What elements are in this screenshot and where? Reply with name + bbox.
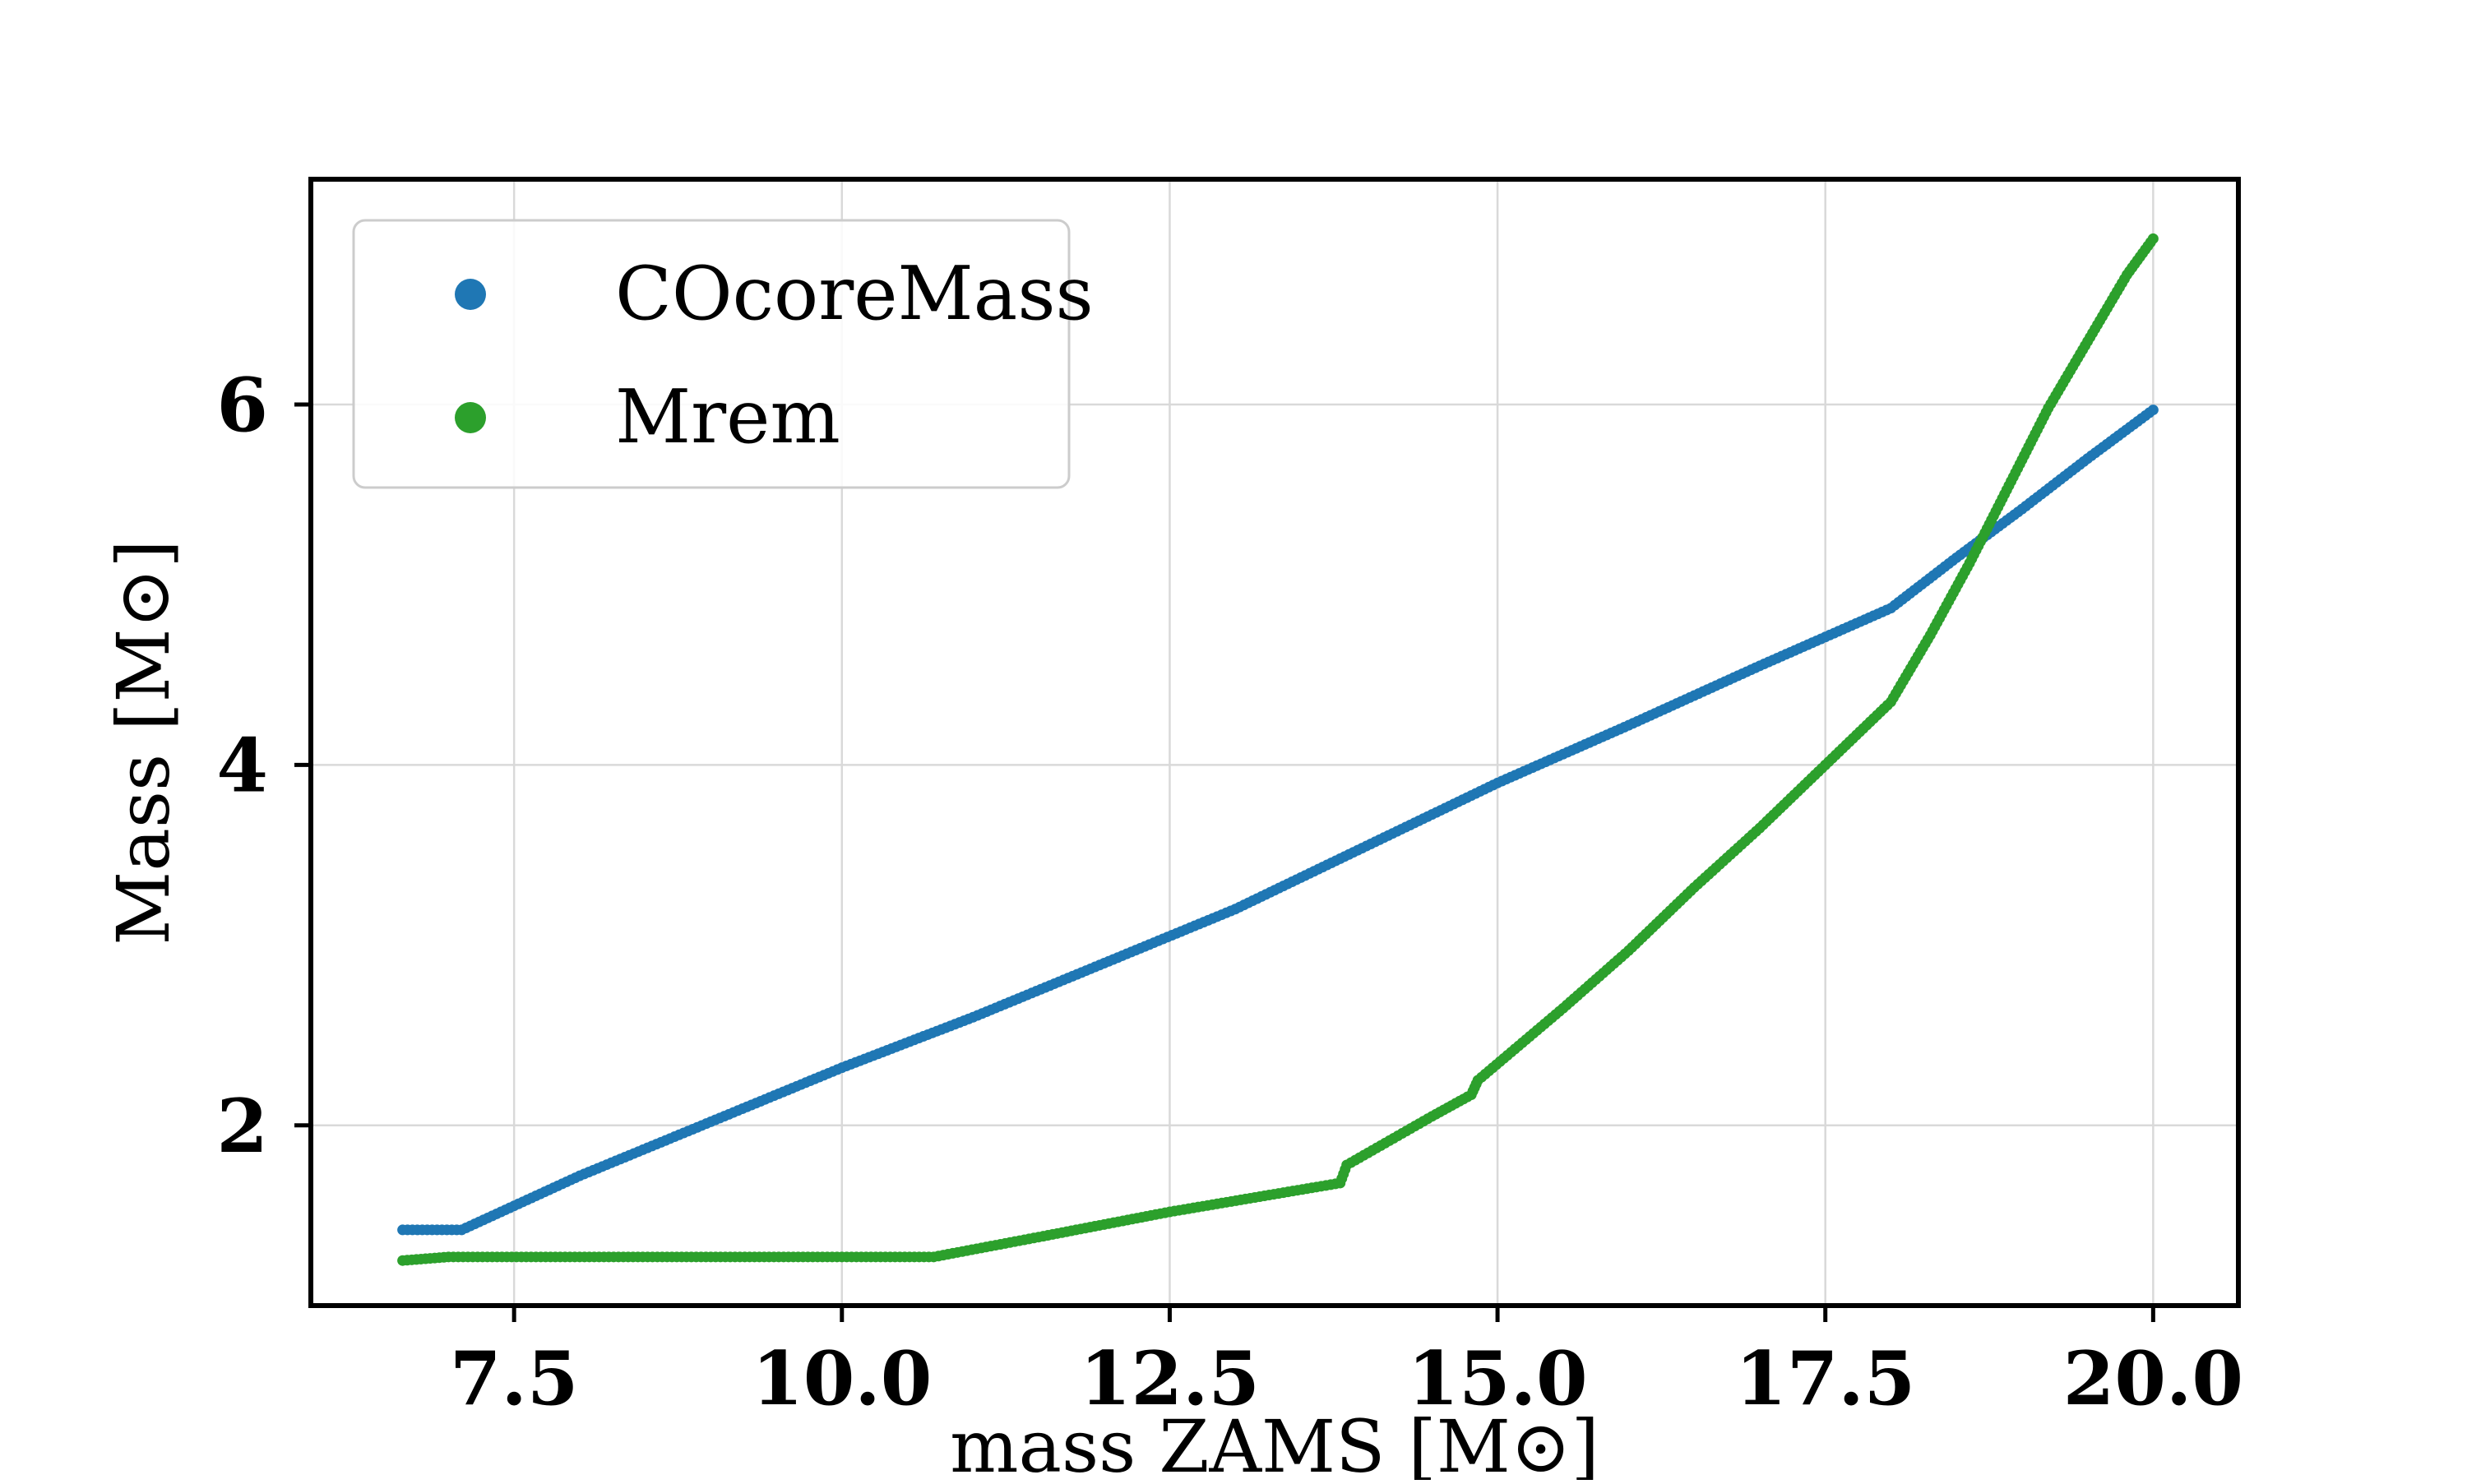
y-tick-label: 6 [216,362,268,449]
data-point [2147,233,2159,244]
x-axis-label: mass ZAMS [M⊙] [950,1404,1599,1480]
x-tick-label: 10.0 [752,1335,932,1422]
x-tick-label: 20.0 [2063,1335,2243,1422]
x-tick-label: 17.5 [1735,1335,1915,1422]
y-tick-label: 4 [216,722,268,809]
axis-ticks: 7.5 10.0 12.5 15.0 17.5 20.0 2 4 6 [216,362,2243,1422]
plot-series [397,233,2159,1266]
x-tick-label: 12.5 [1080,1335,1260,1422]
data-point [2147,405,2159,416]
legend-label-cocoremass: COcoreMass [615,251,1094,337]
legend-marker-mrem [455,402,486,433]
legend-box [352,219,1071,489]
legend-marker-cocoremass [455,279,486,310]
y-axis-label: Mass [M⊙] [101,539,186,945]
x-tick-label: 7.5 [450,1335,579,1422]
x-tick-label: 15.0 [1407,1335,1587,1422]
legend: COcoreMass Mrem [352,219,1094,489]
series-cocoremass [397,405,2159,1236]
plot-frame [308,177,2241,1308]
series-mrem [397,233,2159,1266]
y-tick-label: 2 [216,1083,268,1170]
legend-label-mrem: Mrem [615,374,840,460]
